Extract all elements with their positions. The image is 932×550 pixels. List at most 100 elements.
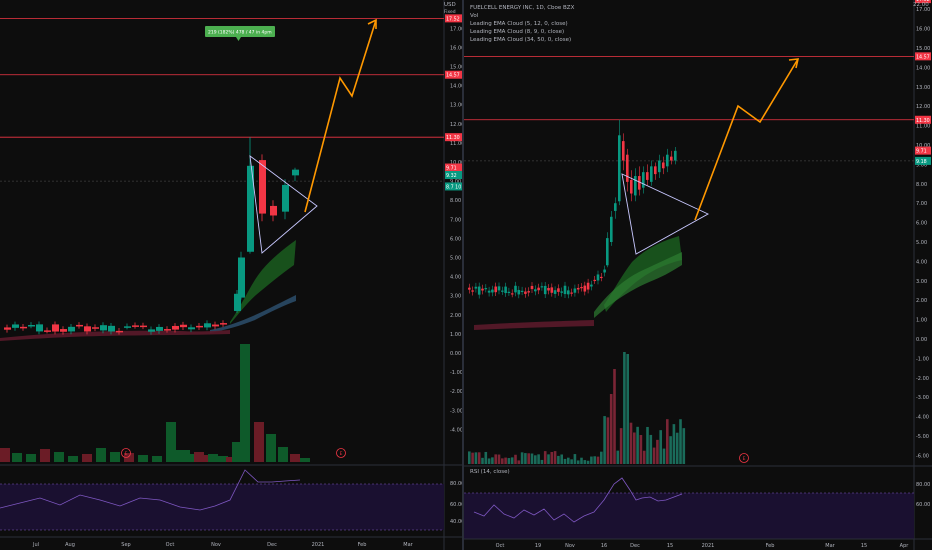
candle[interactable] xyxy=(507,291,511,293)
candle[interactable] xyxy=(520,290,524,293)
earnings-marker[interactable] xyxy=(336,448,346,458)
candle[interactable] xyxy=(634,176,637,196)
legend-ema-cloud-1[interactable]: Leading EMA Cloud (5, 12, 0, close) xyxy=(470,21,568,27)
candle[interactable] xyxy=(501,290,504,292)
candle[interactable] xyxy=(586,282,590,290)
legend-vol[interactable]: Vol xyxy=(470,13,479,19)
candle[interactable] xyxy=(156,326,163,331)
candle[interactable] xyxy=(481,288,484,291)
candle[interactable] xyxy=(259,160,266,214)
candle[interactable] xyxy=(596,274,600,281)
candle[interactable] xyxy=(563,285,567,295)
candle[interactable] xyxy=(654,166,657,175)
candle[interactable] xyxy=(674,150,677,161)
candle[interactable] xyxy=(658,160,661,173)
candle[interactable] xyxy=(560,291,563,293)
measure-tooltip[interactable] xyxy=(205,26,275,37)
projection-path[interactable] xyxy=(304,19,377,213)
candle[interactable] xyxy=(124,326,131,328)
candle[interactable] xyxy=(543,285,547,295)
candle[interactable] xyxy=(626,154,629,182)
candle[interactable] xyxy=(172,325,179,330)
candle[interactable] xyxy=(570,292,573,294)
left-chart-canvas[interactable]: 17.00 16.00 15.00 14.00 13.00 12.00 11.00 10.00… xyxy=(0,0,462,550)
candle[interactable] xyxy=(567,290,570,295)
candle[interactable] xyxy=(650,166,653,182)
candle[interactable] xyxy=(638,176,641,190)
triangle-drawing[interactable] xyxy=(249,155,318,254)
candle[interactable] xyxy=(20,326,27,329)
candle[interactable] xyxy=(132,325,139,327)
candle[interactable] xyxy=(614,203,617,211)
candle[interactable] xyxy=(527,291,530,293)
candle[interactable] xyxy=(504,286,507,294)
candle[interactable] xyxy=(576,287,580,290)
candle[interactable] xyxy=(76,324,83,327)
candle[interactable] xyxy=(220,323,227,325)
candle[interactable] xyxy=(491,289,494,293)
candle[interactable] xyxy=(662,162,665,169)
candle[interactable] xyxy=(68,326,75,332)
candle[interactable] xyxy=(553,290,557,294)
candle[interactable] xyxy=(517,289,521,295)
candle[interactable] xyxy=(534,289,537,292)
candle[interactable] xyxy=(164,329,171,331)
candle[interactable] xyxy=(547,288,550,291)
candle[interactable] xyxy=(247,165,254,252)
candle[interactable] xyxy=(618,135,621,202)
candle[interactable] xyxy=(188,327,195,330)
candle[interactable] xyxy=(4,327,11,330)
candle[interactable] xyxy=(477,286,481,295)
candle[interactable] xyxy=(148,329,155,332)
candle[interactable] xyxy=(12,324,19,328)
candle[interactable] xyxy=(573,288,577,293)
candle[interactable] xyxy=(670,156,673,161)
symbol-title[interactable]: FUELCELL ENERGY INC, 1D, Cboe BZX xyxy=(470,5,575,11)
right-chart-pane[interactable]: 17.00 16.00 15.00 14.00 13.00 12.00 11.00 10.00… xyxy=(464,0,932,550)
candle[interactable] xyxy=(646,172,649,180)
candle[interactable] xyxy=(140,325,147,328)
candle[interactable] xyxy=(484,288,488,290)
candle[interactable] xyxy=(550,287,554,293)
candle[interactable] xyxy=(212,324,219,327)
candle[interactable] xyxy=(580,287,583,289)
candle[interactable] xyxy=(494,286,497,293)
candle[interactable] xyxy=(487,290,491,293)
rsi-legend[interactable]: RSI (14, close) xyxy=(470,469,510,475)
candle[interactable] xyxy=(108,325,115,332)
candle[interactable] xyxy=(44,330,51,332)
candle[interactable] xyxy=(270,205,277,216)
candle[interactable] xyxy=(36,324,43,332)
candle[interactable] xyxy=(116,330,123,333)
candle[interactable] xyxy=(603,269,606,273)
earnings-marker[interactable] xyxy=(739,453,749,463)
candle[interactable] xyxy=(100,325,107,331)
candle[interactable] xyxy=(84,326,91,332)
legend-ema-cloud-2[interactable]: Leading EMA Cloud (8, 9, 0, close) xyxy=(470,29,565,35)
candle[interactable] xyxy=(497,286,501,291)
candle[interactable] xyxy=(204,323,211,328)
candle[interactable] xyxy=(630,179,633,194)
candle[interactable] xyxy=(196,325,203,328)
left-chart-pane[interactable]: 17.00 16.00 15.00 14.00 13.00 12.00 11.00 10.00… xyxy=(0,0,462,550)
candle[interactable] xyxy=(471,290,474,292)
candle[interactable] xyxy=(593,279,596,282)
candle[interactable] xyxy=(540,286,544,288)
candle[interactable] xyxy=(524,291,527,294)
earnings-marker[interactable] xyxy=(121,448,131,458)
triangle-drawing[interactable] xyxy=(621,173,709,255)
candle[interactable] xyxy=(622,141,625,161)
candle[interactable] xyxy=(238,257,245,298)
candle[interactable] xyxy=(180,324,187,328)
candle[interactable] xyxy=(666,154,669,167)
candle[interactable] xyxy=(590,284,593,287)
candle[interactable] xyxy=(600,276,603,279)
candle[interactable] xyxy=(282,184,289,212)
pane-divider[interactable] xyxy=(462,0,464,550)
candle[interactable] xyxy=(60,329,67,332)
candle[interactable] xyxy=(610,216,613,242)
candle[interactable] xyxy=(514,285,517,293)
candle[interactable] xyxy=(474,286,478,289)
candle[interactable] xyxy=(510,293,514,295)
candle[interactable] xyxy=(557,288,560,292)
